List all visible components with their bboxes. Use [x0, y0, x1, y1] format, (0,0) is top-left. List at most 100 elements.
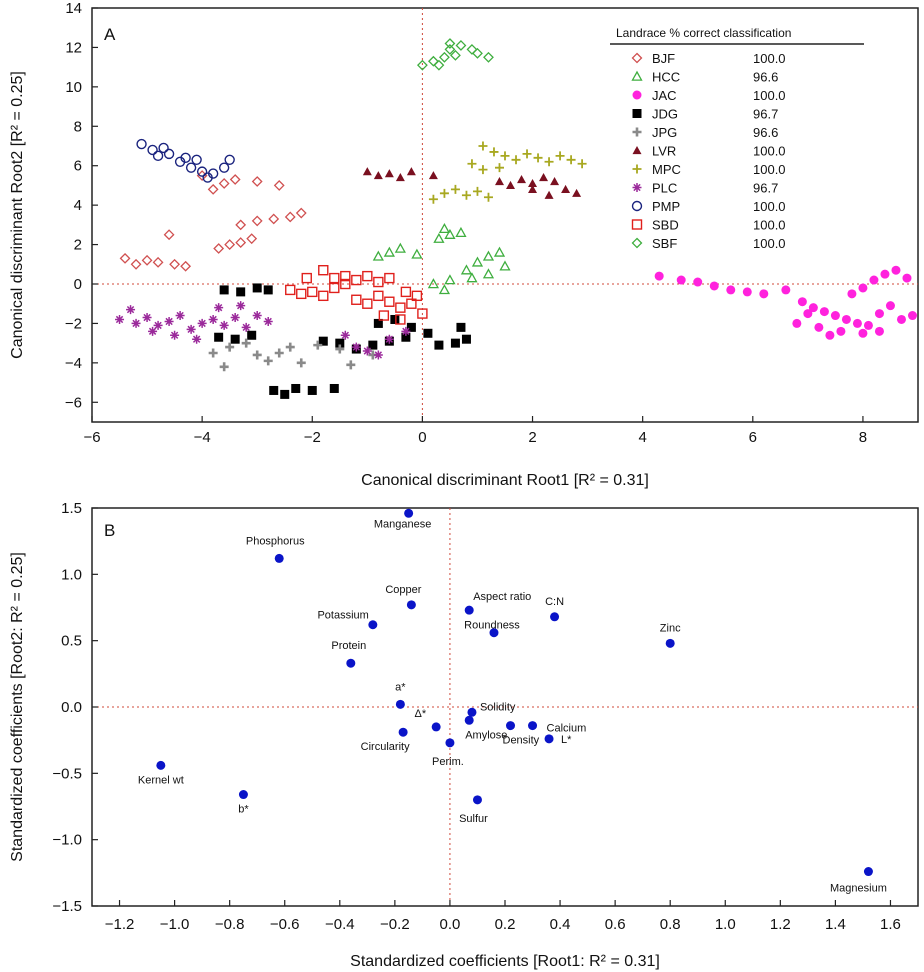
coefficient-label: L* [561, 734, 572, 746]
data-point-lvr [550, 176, 560, 186]
legend-value: 100.0 [753, 88, 786, 103]
legend-value: 100.0 [753, 236, 786, 251]
y-tick-label: 6 [74, 158, 82, 175]
data-point-hcc [383, 246, 395, 257]
y-tick-label: 4 [74, 197, 82, 214]
panel-a-y-axis-label: Canonical discriminant Root2 [R² = 0.25] [9, 71, 26, 359]
panel-a-scatter: −6 −4 −2 0 2 4 6 8 −6 −4 −2 0 2 4 6 8 10 12 14 A Canonical… [9, 0, 919, 489]
data-point-jdg [236, 287, 246, 297]
data-point-jac [852, 318, 862, 328]
data-point-jpg [274, 348, 284, 358]
panel-b-data-points: Manganese Phosphorus Copper Potassium Aspect… [138, 508, 887, 895]
data-point-jdg [291, 383, 301, 393]
coefficient-point [464, 715, 474, 725]
x-tick-label: −0.6 [270, 916, 300, 933]
data-point-bjf [273, 180, 285, 191]
coefficient-point-group: Protein [331, 640, 366, 668]
legend-value: 96.7 [753, 181, 778, 196]
coefficient-label: Density [503, 735, 540, 747]
coefficient-label: Solidity [480, 701, 516, 713]
coefficient-point [368, 620, 378, 630]
series-sbd [285, 265, 428, 325]
coefficient-label: a* [395, 681, 406, 693]
coefficient-point-group: L* [544, 734, 572, 746]
data-point-sbd [384, 296, 395, 307]
x-tick-label: 0.8 [660, 916, 681, 933]
data-point-jac [709, 281, 719, 291]
y-tick-label: 0.0 [61, 699, 82, 716]
x-tick-label: 8 [859, 429, 867, 446]
legend-marker-mpc [632, 164, 642, 174]
x-tick-label: 4 [638, 429, 646, 446]
x-tick-label: 2 [528, 429, 536, 446]
data-point-bjf [295, 207, 307, 219]
panel-a-legend: Landrace % correct classification BJF 100… [610, 26, 864, 251]
data-point-jdg [434, 340, 444, 350]
y-tick-label: −0.5 [52, 765, 82, 782]
data-point-mpc [489, 147, 499, 157]
data-point-lvr [572, 188, 582, 197]
data-point-hcc [427, 278, 440, 289]
data-point-hcc [411, 248, 423, 259]
data-point-jdg [329, 383, 339, 393]
data-point-mpc [533, 153, 543, 163]
y-tick-label: −1.0 [52, 832, 82, 849]
data-point-pmp [158, 142, 169, 154]
data-point-jac [863, 320, 873, 330]
data-point-jac [847, 289, 857, 299]
data-point-mpc [544, 157, 554, 167]
data-point-hcc [482, 268, 495, 279]
data-point-jdg [247, 330, 257, 340]
data-point-jac [803, 309, 813, 319]
series-pmp [136, 138, 235, 183]
coefficient-point-group: Kernel wt [138, 760, 184, 786]
data-point-mpc [472, 186, 482, 196]
coefficient-label: Aspect ratio [473, 591, 531, 603]
data-point-sbd [373, 276, 384, 288]
legend-marker-lvr [632, 146, 642, 155]
coefficient-point-group: Copper [385, 584, 422, 610]
x-tick-label: 0.2 [495, 916, 516, 933]
data-point-jpg [313, 340, 323, 350]
y-tick-label: 8 [74, 118, 82, 135]
coefficient-point-group: Aspect ratio [464, 591, 531, 615]
coefficient-label: Copper [385, 584, 421, 596]
data-point-jdg [269, 385, 279, 395]
coefficient-label: Kernel wt [138, 774, 184, 786]
data-point-jpg [263, 356, 273, 366]
coefficient-label: Roundness [464, 620, 520, 632]
data-point-bjf [213, 243, 225, 254]
data-point-mpc [522, 149, 532, 159]
data-point-jac [830, 311, 840, 321]
data-point-plc [230, 313, 240, 323]
data-point-jdg [450, 338, 460, 348]
data-point-bjf [207, 183, 219, 195]
data-point-jac [891, 265, 901, 275]
coefficient-point [398, 727, 408, 737]
data-point-bjf [235, 219, 247, 231]
data-point-jac [880, 269, 890, 279]
data-point-plc [131, 318, 141, 328]
x-tick-label: 0.0 [440, 916, 461, 933]
data-point-plc [241, 322, 251, 332]
data-point-sbd [362, 270, 373, 282]
data-point-jac [836, 326, 846, 336]
data-point-sbd [301, 272, 312, 284]
coefficient-point [346, 658, 356, 668]
coefficient-label: Circularity [361, 741, 410, 753]
legend-marker-jdg [632, 109, 642, 118]
data-point-plc [263, 316, 273, 326]
data-point-jpg [296, 358, 306, 368]
data-point-mpc [461, 190, 471, 200]
coefficient-point [528, 721, 538, 731]
coefficient-label: Manganese [374, 518, 432, 530]
data-point-bjf [235, 237, 247, 249]
data-point-plc [362, 346, 372, 356]
data-point-pmp [202, 172, 213, 183]
coefficient-point-group: Manganese [374, 508, 432, 530]
coefficient-point [156, 760, 166, 770]
data-point-lvr [428, 171, 438, 180]
legend-marker-pmp [631, 200, 643, 212]
legend-label: PLC [652, 181, 677, 196]
legend-label: MPC [652, 162, 681, 177]
